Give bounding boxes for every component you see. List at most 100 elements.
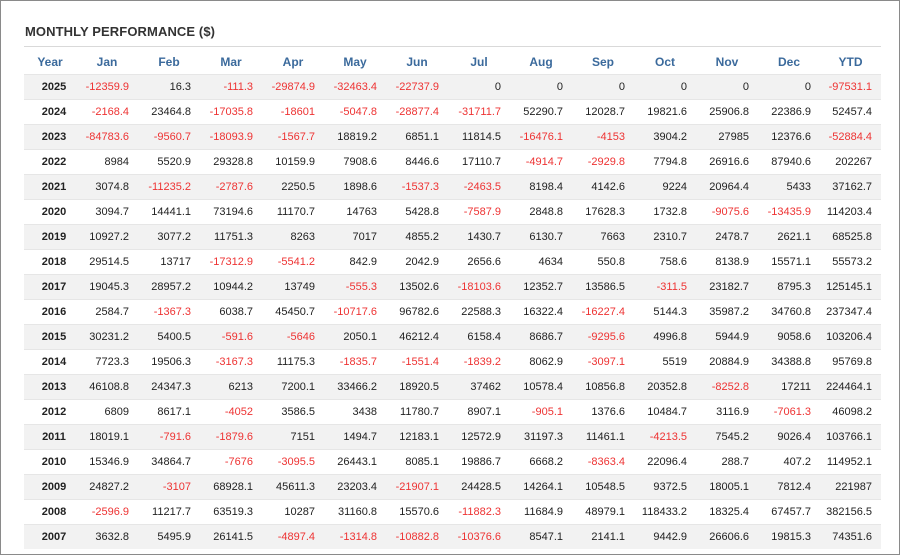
value-cell-jun: 12183.1 <box>386 424 448 450</box>
value-cell-feb: 5495.9 <box>138 524 200 549</box>
value-cell-feb: 5400.5 <box>138 324 200 350</box>
value-cell-nov: 18325.4 <box>696 499 758 525</box>
value-cell-may: 7908.6 <box>324 149 386 175</box>
value-cell-ytd: 202267 <box>820 149 881 175</box>
value-cell-feb: 11217.7 <box>138 499 200 525</box>
value-cell-jan: 2584.7 <box>76 299 138 325</box>
year-cell: 2025 <box>24 74 76 100</box>
column-header-dec: Dec <box>777 54 800 69</box>
value-cell-apr: 45450.7 <box>262 299 324 325</box>
table-row: 2021 3074.8 -11235.2 -2787.6 2250.5 1898.6 -15… <box>24 174 881 200</box>
value-cell-may: 842.9 <box>324 249 386 275</box>
value-cell-may: -5047.8 <box>324 99 386 125</box>
value-cell-feb: 3077.2 <box>138 224 200 250</box>
value-cell-aug: 14264.1 <box>510 474 572 500</box>
year-cell: 2010 <box>24 449 76 475</box>
value-cell-dec: 7812.4 <box>758 474 820 500</box>
value-cell-apr: 11175.3 <box>262 349 324 375</box>
value-cell-jan: -12359.9 <box>76 74 138 100</box>
value-cell-oct: 5519 <box>634 349 696 375</box>
table-row: 2008 -2596.9 11217.7 63519.3 10287 31160.8 155… <box>24 499 881 525</box>
value-cell-dec: 17211 <box>758 374 820 400</box>
value-cell-aug: -16476.1 <box>510 124 572 150</box>
value-cell-sep: 17628.3 <box>572 199 634 225</box>
value-cell-apr: 10287 <box>262 499 324 525</box>
value-cell-aug: 6130.7 <box>510 224 572 250</box>
value-cell-apr: 7200.1 <box>262 374 324 400</box>
value-cell-mar: 26141.5 <box>200 524 262 549</box>
value-cell-may: -555.3 <box>324 274 386 300</box>
value-cell-may: -32463.4 <box>324 74 386 100</box>
table-row: 2017 19045.3 28957.2 10944.2 13749 -555.3 1350… <box>24 274 881 300</box>
value-cell-mar: 68928.1 <box>200 474 262 500</box>
value-cell-apr: 13749 <box>262 274 324 300</box>
value-cell-sep: 10548.5 <box>572 474 634 500</box>
value-cell-sep: 13586.5 <box>572 274 634 300</box>
value-cell-dec: 8795.3 <box>758 274 820 300</box>
value-cell-nov: 23182.7 <box>696 274 758 300</box>
value-cell-jun: -22737.9 <box>386 74 448 100</box>
value-cell-may: 23203.4 <box>324 474 386 500</box>
value-cell-apr: 11170.7 <box>262 199 324 225</box>
value-cell-oct: 20352.8 <box>634 374 696 400</box>
value-cell-may: 1494.7 <box>324 424 386 450</box>
value-cell-nov: 18005.1 <box>696 474 758 500</box>
value-cell-jun: 8085.1 <box>386 449 448 475</box>
value-cell-mar: 6038.7 <box>200 299 262 325</box>
value-cell-sep: 12028.7 <box>572 99 634 125</box>
value-cell-jan: 7723.3 <box>76 349 138 375</box>
value-cell-sep: -8363.4 <box>572 449 634 475</box>
value-cell-jan: 15346.9 <box>76 449 138 475</box>
value-cell-aug: 52290.7 <box>510 99 572 125</box>
value-cell-jul: 11814.5 <box>448 124 510 150</box>
value-cell-apr: 2250.5 <box>262 174 324 200</box>
value-cell-jan: 19045.3 <box>76 274 138 300</box>
value-cell-jan: -2596.9 <box>76 499 138 525</box>
value-cell-aug: 16322.4 <box>510 299 572 325</box>
table-body: 2025 -12359.9 16.3 -111.3 -29874.9 -32463.4 -2… <box>24 74 881 549</box>
value-cell-aug: -4914.7 <box>510 149 572 175</box>
value-cell-jul: -10376.6 <box>448 524 510 549</box>
table-row: 2012 6809 8617.1 -4052 3586.5 3438 11780.7 8907… <box>24 399 881 425</box>
column-header-nov: Nov <box>715 54 739 69</box>
value-cell-aug: 4634 <box>510 249 572 275</box>
value-cell-apr: 10159.9 <box>262 149 324 175</box>
value-cell-jun: 13502.6 <box>386 274 448 300</box>
value-cell-jul: 2656.6 <box>448 249 510 275</box>
value-cell-jun: -1551.4 <box>386 349 448 375</box>
column-header-jan: Jan <box>96 54 118 69</box>
value-cell-dec: 407.2 <box>758 449 820 475</box>
value-cell-jan: 18019.1 <box>76 424 138 450</box>
value-cell-dec: 19815.3 <box>758 524 820 549</box>
value-cell-mar: -3167.3 <box>200 349 262 375</box>
value-cell-apr: 45611.3 <box>262 474 324 500</box>
value-cell-may: 14763 <box>324 199 386 225</box>
table-row: 2016 2584.7 -1367.3 6038.7 45450.7 -10717.6 96… <box>24 299 881 325</box>
value-cell-apr: 7151 <box>262 424 324 450</box>
column-header-jun: Jun <box>406 54 428 69</box>
value-cell-sep: 0 <box>572 74 634 100</box>
value-cell-oct: 4996.8 <box>634 324 696 350</box>
value-cell-aug: 11684.9 <box>510 499 572 525</box>
value-cell-aug: -905.1 <box>510 399 572 425</box>
value-cell-ytd: 55573.2 <box>820 249 881 275</box>
value-cell-aug: 12352.7 <box>510 274 572 300</box>
table-row: 2022 8984 5520.9 29328.8 10159.9 7908.6 8446.6… <box>24 149 881 175</box>
column-header-aug: Aug <box>529 54 553 69</box>
value-cell-jan: 8984 <box>76 149 138 175</box>
value-cell-nov: -8252.8 <box>696 374 758 400</box>
value-cell-may: 26443.1 <box>324 449 386 475</box>
value-cell-oct: -311.5 <box>634 274 696 300</box>
table-row: 2013 46108.8 24347.3 6213 7200.1 33466.2 18920… <box>24 374 881 400</box>
value-cell-ytd: -97531.1 <box>820 74 881 100</box>
value-cell-mar: -4052 <box>200 399 262 425</box>
monthly-performance-table: Year Jan Feb Mar Apr May Jun Jul Aug Sep Oct Nov Dec… <box>24 49 881 549</box>
value-cell-may: -1314.8 <box>324 524 386 549</box>
value-cell-apr: 3586.5 <box>262 399 324 425</box>
value-cell-ytd: 125145.1 <box>820 274 881 300</box>
table-row: 2025 -12359.9 16.3 -111.3 -29874.9 -32463.4 -2… <box>24 74 881 100</box>
value-cell-mar: -591.6 <box>200 324 262 350</box>
year-cell: 2019 <box>24 224 76 250</box>
value-cell-feb: 34864.7 <box>138 449 200 475</box>
value-cell-jul: 0 <box>448 74 510 100</box>
